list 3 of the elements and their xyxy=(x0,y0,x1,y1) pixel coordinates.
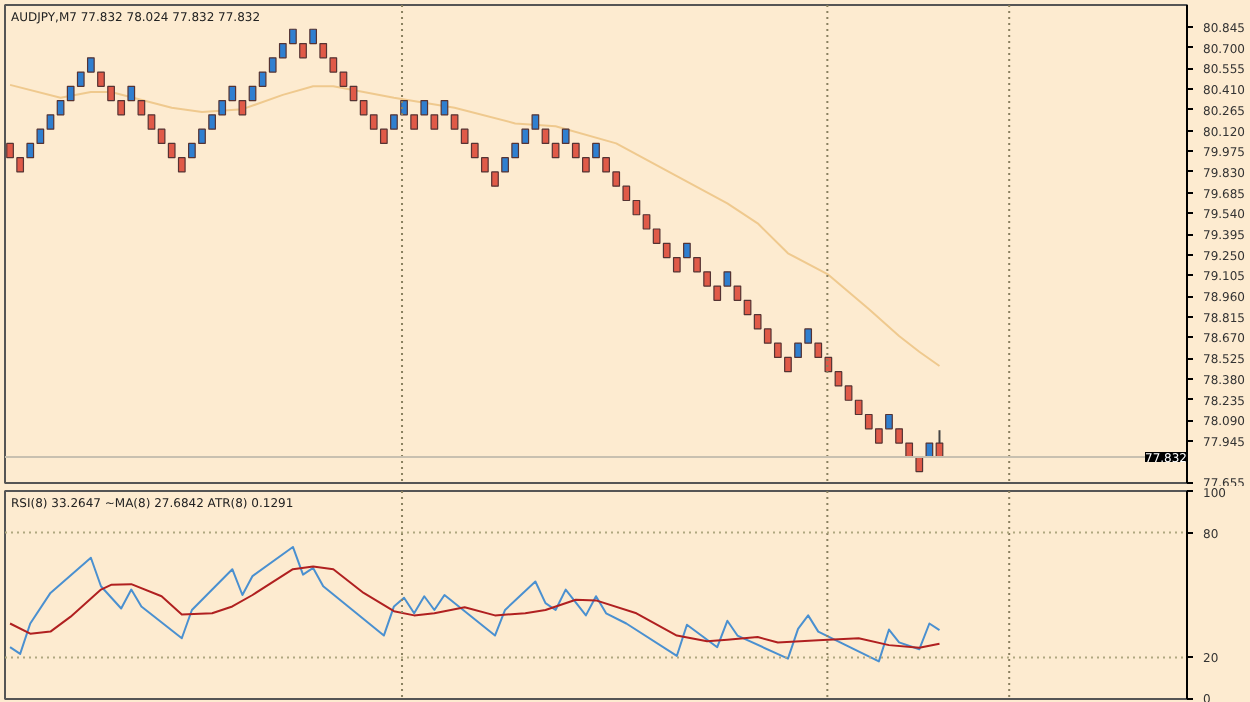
line-series xyxy=(9,565,941,649)
line-series xyxy=(9,545,941,663)
line-series xyxy=(9,83,941,367)
